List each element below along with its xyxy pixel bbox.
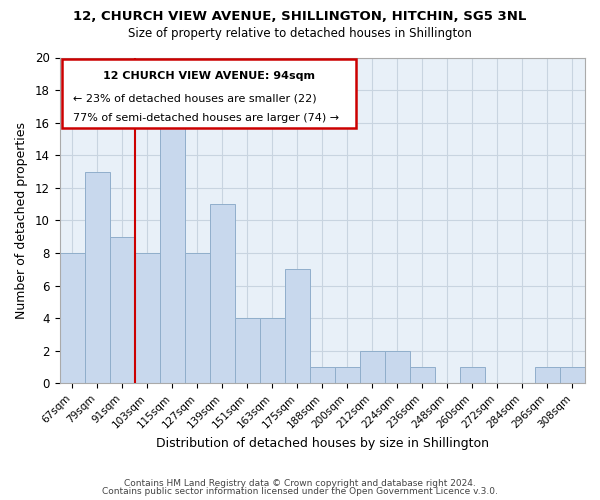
Bar [310,367,335,384]
Bar [560,367,585,384]
Text: 77% of semi-detached houses are larger (74) →: 77% of semi-detached houses are larger (… [73,113,339,123]
Text: Contains HM Land Registry data © Crown copyright and database right 2024.: Contains HM Land Registry data © Crown c… [124,478,476,488]
Bar [210,204,235,384]
Bar [360,351,385,384]
Bar [110,237,135,384]
Bar [160,122,185,384]
Bar [335,367,360,384]
Text: 12 CHURCH VIEW AVENUE: 94sqm: 12 CHURCH VIEW AVENUE: 94sqm [103,70,316,81]
Bar [535,367,560,384]
FancyBboxPatch shape [62,59,356,128]
Text: 12, CHURCH VIEW AVENUE, SHILLINGTON, HITCHIN, SG5 3NL: 12, CHURCH VIEW AVENUE, SHILLINGTON, HIT… [73,10,527,23]
Bar [135,253,160,384]
Bar [85,172,110,384]
Bar [235,318,260,384]
Bar [59,253,85,384]
X-axis label: Distribution of detached houses by size in Shillington: Distribution of detached houses by size … [156,437,489,450]
Text: ← 23% of detached houses are smaller (22): ← 23% of detached houses are smaller (22… [73,94,316,104]
Text: Size of property relative to detached houses in Shillington: Size of property relative to detached ho… [128,28,472,40]
Bar [410,367,435,384]
Text: Contains public sector information licensed under the Open Government Licence v.: Contains public sector information licen… [102,487,498,496]
Y-axis label: Number of detached properties: Number of detached properties [15,122,28,319]
Bar [185,253,210,384]
Bar [285,270,310,384]
Bar [385,351,410,384]
Bar [260,318,285,384]
Bar [460,367,485,384]
